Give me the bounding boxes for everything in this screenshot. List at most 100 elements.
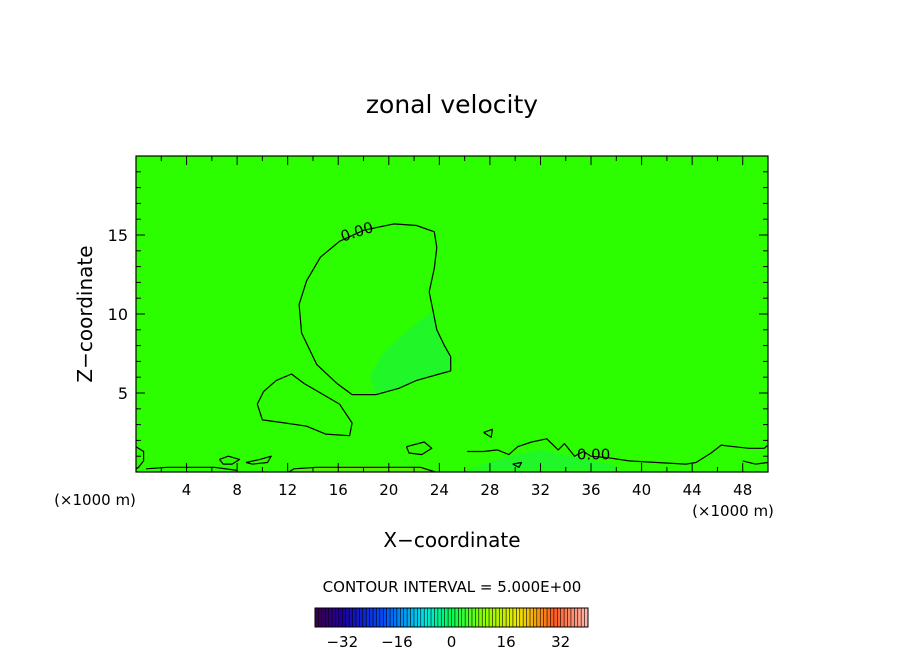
colorbar-cell — [519, 608, 524, 627]
colorbar-cell — [386, 608, 391, 627]
contour-interval-text: CONTOUR INTERVAL = 5.000E+00 — [323, 578, 582, 596]
colorbar-cell — [325, 608, 329, 627]
colorbar-cell — [492, 608, 497, 627]
colorbar-cell — [373, 608, 377, 627]
contour-line-5 — [245, 455, 272, 465]
x-unit-right: (×1000 m) — [692, 502, 774, 520]
colorbar-cell — [410, 608, 415, 627]
colorbar-cell — [407, 608, 411, 627]
x-axis-label: X−coordinate — [383, 528, 520, 552]
tinted-region-1 — [464, 449, 617, 471]
x-tick-label: 44 — [683, 481, 702, 499]
colorbar-cell — [434, 608, 439, 627]
colorbar-cell — [502, 608, 507, 627]
colorbar-cell — [403, 608, 408, 627]
contour-line-1 — [256, 373, 353, 437]
x-tick-label: 4 — [182, 481, 192, 499]
colorbar-cell — [458, 608, 463, 627]
colorbar-cell — [448, 608, 452, 627]
colorbar-cell — [577, 608, 582, 627]
colorbar-cell — [489, 608, 493, 627]
x-tick-label: 40 — [632, 481, 651, 499]
colorbar-cell — [349, 608, 353, 627]
contour-lines — [135, 223, 769, 473]
colorbar-cell — [437, 608, 442, 627]
colorbar-cell — [553, 608, 558, 627]
colorbar-cell — [478, 608, 483, 627]
colorbar-cell — [461, 608, 466, 627]
y-tick-label: 5 — [118, 384, 128, 403]
colorbar-cell — [376, 608, 381, 627]
colorbar-cell — [315, 608, 319, 627]
colorbar-cell — [540, 608, 544, 627]
x-tick-label: 32 — [531, 481, 550, 499]
contour-line-0 — [298, 223, 452, 396]
colorbar-cell — [352, 608, 357, 627]
colorbar-cell — [567, 608, 572, 627]
colorbar-cell — [332, 608, 336, 627]
x-tick-label: 36 — [581, 481, 600, 499]
colorbar-cell — [564, 608, 568, 627]
colorbar-cell — [345, 608, 350, 627]
x-tick-label: 24 — [430, 481, 449, 499]
colorbar-cell — [355, 608, 360, 627]
colorbar-cell — [468, 608, 473, 627]
colorbar-tick-label: 0 — [447, 633, 457, 651]
x-unit-left: (×1000 m) — [54, 491, 136, 509]
colorbar-cell — [533, 608, 538, 627]
colorbar-cell — [335, 608, 340, 627]
x-tick-label: 12 — [278, 481, 297, 499]
colorbar-cell — [451, 608, 456, 627]
x-tick-label: 28 — [480, 481, 499, 499]
colorbar-frame — [314, 607, 589, 628]
colorbar-cell — [441, 608, 445, 627]
plot-background — [136, 156, 768, 472]
colorbar-cell — [328, 608, 333, 627]
x-tick-label: 8 — [232, 481, 242, 499]
x-tick-label: 20 — [379, 481, 398, 499]
colorbar-cell — [509, 608, 514, 627]
colorbar-cell — [471, 608, 476, 627]
colorbar-tick-label: −32 — [326, 633, 358, 651]
colorbar-cell — [396, 608, 401, 627]
plot-area: 0.000.00 — [135, 155, 769, 473]
y-tick-label: 10 — [108, 305, 128, 324]
colorbar-cell — [543, 608, 548, 627]
colorbar-cell — [584, 608, 589, 627]
colorbar-cell — [550, 608, 555, 627]
colorbar-cell — [444, 608, 449, 627]
colorbar-cell — [570, 608, 575, 627]
colorbar-cell — [359, 608, 364, 627]
colorbar-cell — [427, 608, 432, 627]
contour-line-10 — [742, 460, 769, 465]
colorbar-cell — [516, 608, 521, 627]
colorbar-cell — [512, 608, 517, 627]
colorbar-cell — [420, 608, 425, 627]
colorbar-cell — [574, 608, 579, 627]
colorbar — [314, 607, 589, 628]
contour-line-9 — [467, 438, 769, 465]
colorbar-cell — [393, 608, 398, 627]
colorbar-cell — [547, 608, 551, 627]
y-tick-label: 15 — [108, 226, 128, 245]
colorbar-cell — [475, 608, 480, 627]
colorbar-cell — [338, 608, 343, 627]
colorbar-cell — [390, 608, 394, 627]
contour-line-6 — [288, 466, 436, 473]
colorbar-cell — [529, 608, 534, 627]
colorbar-cell — [454, 608, 459, 627]
colorbar-cell — [581, 608, 585, 627]
colorbar-cell — [557, 608, 561, 627]
colorbar-cell — [465, 608, 469, 627]
colorbar-cell — [379, 608, 384, 627]
colorbar-cell — [526, 608, 531, 627]
colorbar-tick-label: 16 — [497, 633, 516, 651]
colorbar-cell — [362, 608, 367, 627]
tinted-region-0 — [369, 310, 451, 395]
colorbar-tick-labels: −32 −16 0 16 32 — [326, 633, 570, 651]
colorbar-cell — [485, 608, 490, 627]
colorbar-cell — [499, 608, 503, 627]
contour-line-3 — [146, 466, 238, 471]
contour-line-8 — [483, 428, 493, 438]
